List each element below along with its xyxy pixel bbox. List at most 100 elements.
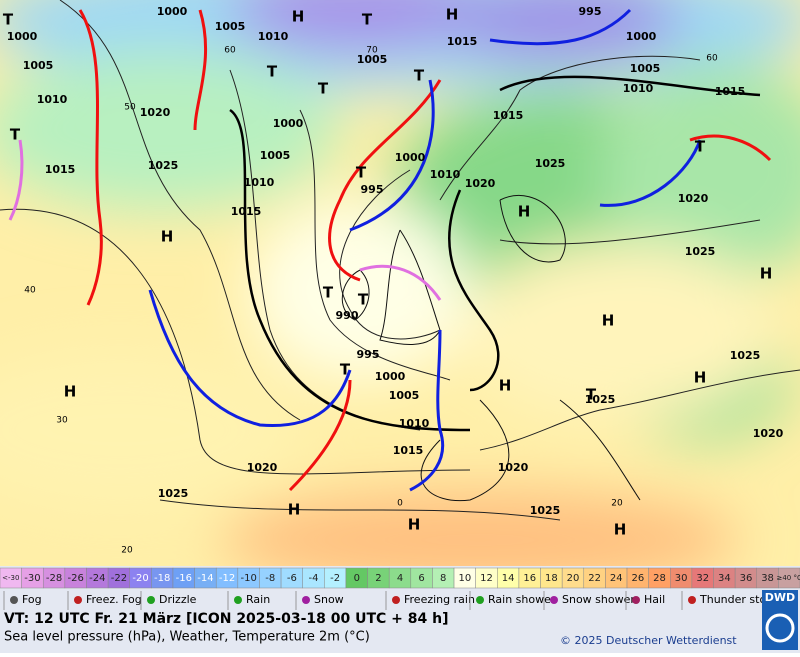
- isobar-label: 1010: [258, 30, 289, 43]
- isobar-label: 990: [336, 309, 359, 322]
- isobar-label: 1015: [447, 35, 478, 48]
- scale-label: 32: [696, 573, 709, 584]
- scale-label: -12: [219, 573, 235, 584]
- latitude-label: 40: [24, 286, 36, 296]
- scale-label: 8: [440, 573, 446, 584]
- logo-text: DWD: [765, 591, 795, 604]
- isobar-label: 1010: [37, 93, 68, 106]
- isobar-label: 1010: [623, 82, 654, 95]
- weather-label: Hail: [644, 593, 665, 606]
- scale-label: 6: [418, 573, 424, 584]
- latitude-label: 60: [224, 46, 236, 56]
- scale-label: 34: [718, 573, 731, 584]
- pressure-center: T: [340, 361, 351, 379]
- scale-label: 22: [588, 573, 601, 584]
- weather-icon: [632, 596, 640, 604]
- pressure-center: T: [414, 67, 425, 85]
- scale-label: -8: [265, 573, 275, 584]
- isobar-label: 1025: [158, 487, 189, 500]
- pressure-center: H: [694, 369, 707, 387]
- pressure-center: H: [64, 383, 77, 401]
- pressure-center: H: [161, 228, 174, 246]
- scale-label: ≥40 °C: [776, 574, 800, 582]
- pressure-center: H: [760, 265, 773, 283]
- weather-label: Snow shower: [562, 593, 635, 606]
- weather-label: Rain: [246, 593, 270, 606]
- latitude-label: 20: [121, 546, 133, 556]
- isobar-label: 1025: [730, 349, 761, 362]
- isobar-label: 995: [357, 348, 380, 361]
- isobar-label: 1010: [399, 417, 430, 430]
- scale-label: -16: [176, 573, 192, 584]
- scale-label: -20: [132, 573, 148, 584]
- pressure-center: H: [292, 8, 305, 26]
- isobar-label: 1025: [535, 157, 566, 170]
- credit: © 2025 Deutscher Wetterdienst: [560, 634, 737, 647]
- scale-label: 26: [631, 573, 644, 584]
- pressure-center: T: [267, 63, 278, 81]
- temperature-scale: <-30 -30 -28 -26 -24 -22 -20 -18 -16 -14 -12 -10 -8-…: [0, 567, 800, 589]
- pressure-center: T: [356, 164, 367, 182]
- coastlines: [341, 194, 641, 502]
- weather-label: Thunder storm: [699, 593, 781, 606]
- scale-label: -30: [24, 573, 40, 584]
- isobar-label: 1025: [685, 245, 716, 258]
- latitude-label: 20: [611, 499, 623, 509]
- isobar-label: 1000: [626, 30, 657, 43]
- scale-label: -28: [46, 573, 62, 584]
- scale-label: 4: [397, 573, 403, 584]
- isobar-label: 1005: [260, 149, 291, 162]
- isobar-label: 1000: [7, 30, 38, 43]
- scale-label: 36: [740, 573, 753, 584]
- latitude-label: 50: [124, 103, 136, 113]
- scale-label: 18: [545, 573, 558, 584]
- pressure-center: T: [362, 11, 373, 29]
- isobar-label: 1005: [630, 62, 661, 75]
- weather-icon: [550, 596, 558, 604]
- isobars: [0, 0, 800, 521]
- pressure-center: H: [614, 521, 627, 539]
- scale-label: -26: [68, 573, 84, 584]
- weather-icon: [147, 596, 155, 604]
- logo-mark: [765, 613, 795, 643]
- scale-label: 16: [523, 573, 536, 584]
- weather-label: Freezing rain: [404, 593, 475, 606]
- pressure-center: H: [288, 501, 301, 519]
- isobar-label: 1020: [247, 461, 278, 474]
- isobar-label: 1025: [530, 504, 561, 517]
- pressure-center: T: [586, 386, 597, 404]
- isobar-label: 1025: [148, 159, 179, 172]
- scale-label: 2: [375, 573, 381, 584]
- weather-label: Drizzle: [159, 593, 197, 606]
- weather-icon: [476, 596, 484, 604]
- isobar-label: 1005: [23, 59, 54, 72]
- scale-label: -4: [309, 573, 319, 584]
- weather-label: Snow: [314, 593, 344, 606]
- scale-label: 24: [610, 573, 623, 584]
- scale-label: -14: [197, 573, 213, 584]
- pressure-center: H: [518, 203, 531, 221]
- latitude-label: 70: [366, 46, 378, 56]
- isobar-label: 1015: [493, 109, 524, 122]
- scale-label: 38: [761, 573, 774, 584]
- pressure-center: H: [602, 312, 615, 330]
- description: Sea level pressure (hPa), Weather, Tempe…: [4, 630, 370, 645]
- pressure-center: T: [358, 291, 369, 309]
- isobar-label: 1015: [393, 444, 424, 457]
- isobar-label: 1015: [231, 205, 262, 218]
- scale-label: -22: [111, 573, 127, 584]
- isobar-label: 1015: [45, 163, 76, 176]
- weather-label: Fog: [22, 593, 42, 606]
- isobar-label: 1005: [357, 53, 388, 66]
- pressure-center: H: [499, 377, 512, 395]
- isobar-label: 1000: [395, 151, 426, 164]
- isobar-label: 1015: [715, 85, 746, 98]
- scale-label: 10: [458, 573, 471, 584]
- latitude-label: 30: [56, 416, 68, 426]
- weather-icon: [302, 596, 310, 604]
- scale-label: 28: [653, 573, 666, 584]
- isobar-label: 1020: [498, 461, 529, 474]
- latitude-label: 0: [397, 499, 403, 509]
- isobar-label: 1025: [585, 393, 616, 406]
